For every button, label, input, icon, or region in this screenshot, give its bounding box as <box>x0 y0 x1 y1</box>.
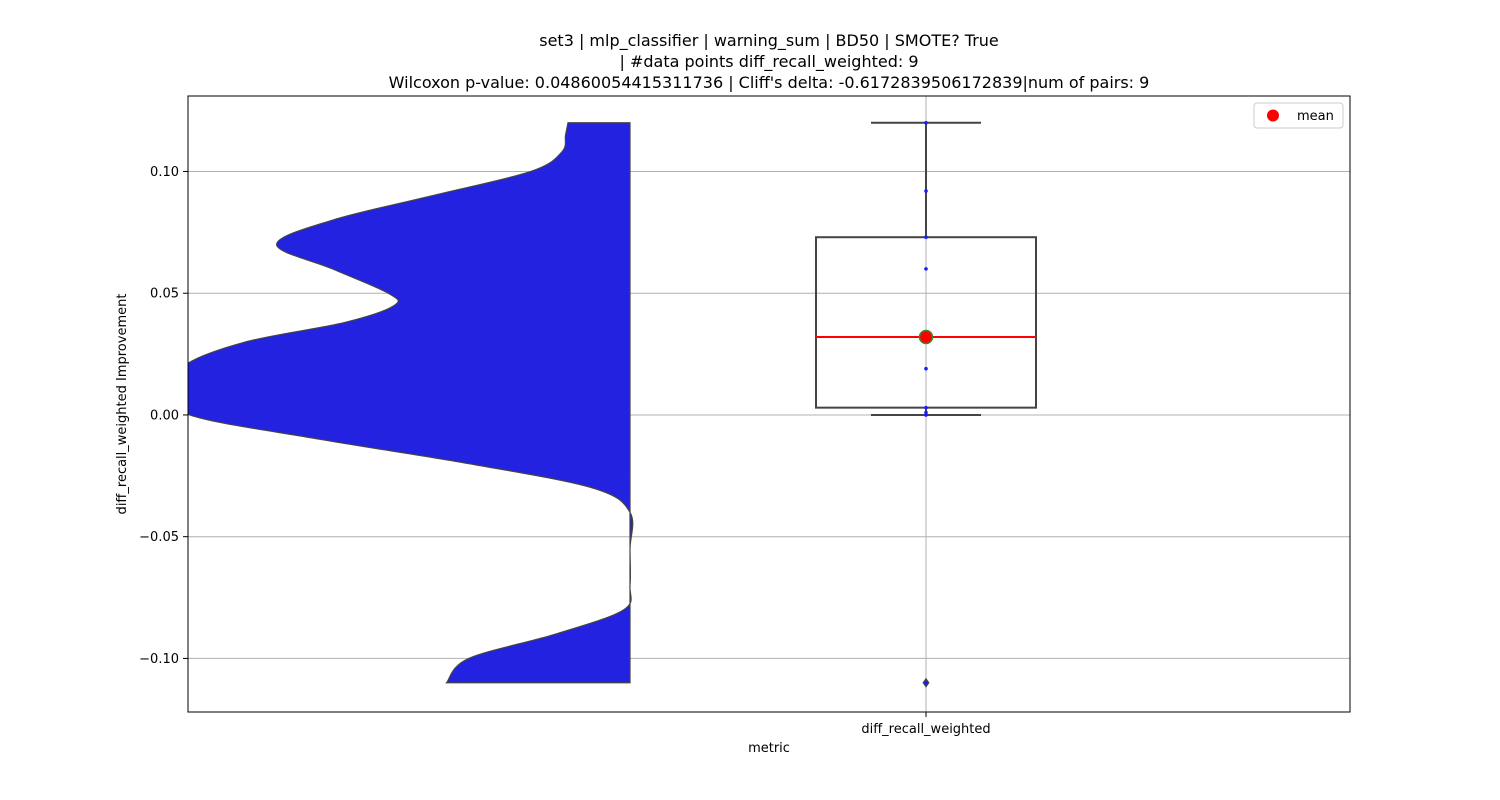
violin-body <box>188 122 634 684</box>
y-axis: −0.10 −0.05 0.00 0.05 0.10 <box>139 165 188 667</box>
data-point-4 <box>924 366 928 371</box>
y-tick-label-2: 0.00 <box>150 408 179 423</box>
data-point-7 <box>924 413 928 417</box>
chart-title-line-3: Wilcoxon p-value: 0.04860054415311736 | … <box>389 73 1150 92</box>
data-point-0 <box>924 120 928 125</box>
legend-mean-label: mean <box>1297 109 1334 124</box>
legend-mean-marker <box>1267 109 1279 122</box>
y-tick-label-1: −0.05 <box>139 530 179 545</box>
violin-layer <box>188 122 634 684</box>
chart-title-line-1: set3 | mlp_classifier | warning_sum | BD… <box>539 31 999 51</box>
y-tick-label-0: −0.10 <box>139 652 179 667</box>
mean-marker <box>918 329 934 345</box>
x-axis: diff_recall_weighted <box>861 712 991 737</box>
legend-box <box>1253 102 1344 129</box>
legend: mean <box>1253 102 1344 129</box>
y-tick-label-3: 0.05 <box>150 287 179 302</box>
y-tick-label-4: 0.10 <box>150 165 179 180</box>
data-point-2 <box>924 235 928 240</box>
points-layer <box>924 120 928 685</box>
x-tick-label-0: diff_recall_weighted <box>861 722 990 737</box>
data-point-1 <box>924 189 928 193</box>
data-point-5 <box>924 405 928 410</box>
chart-title-line-2: | #data points diff_recall_weighted: 9 <box>619 52 918 72</box>
data-point-3 <box>924 267 928 271</box>
y-axis-label: diff_recall_weighted Improvement <box>115 294 130 515</box>
plot-frame <box>187 95 1351 713</box>
data-point-8 <box>924 680 928 685</box>
x-axis-label: metric <box>748 741 790 756</box>
